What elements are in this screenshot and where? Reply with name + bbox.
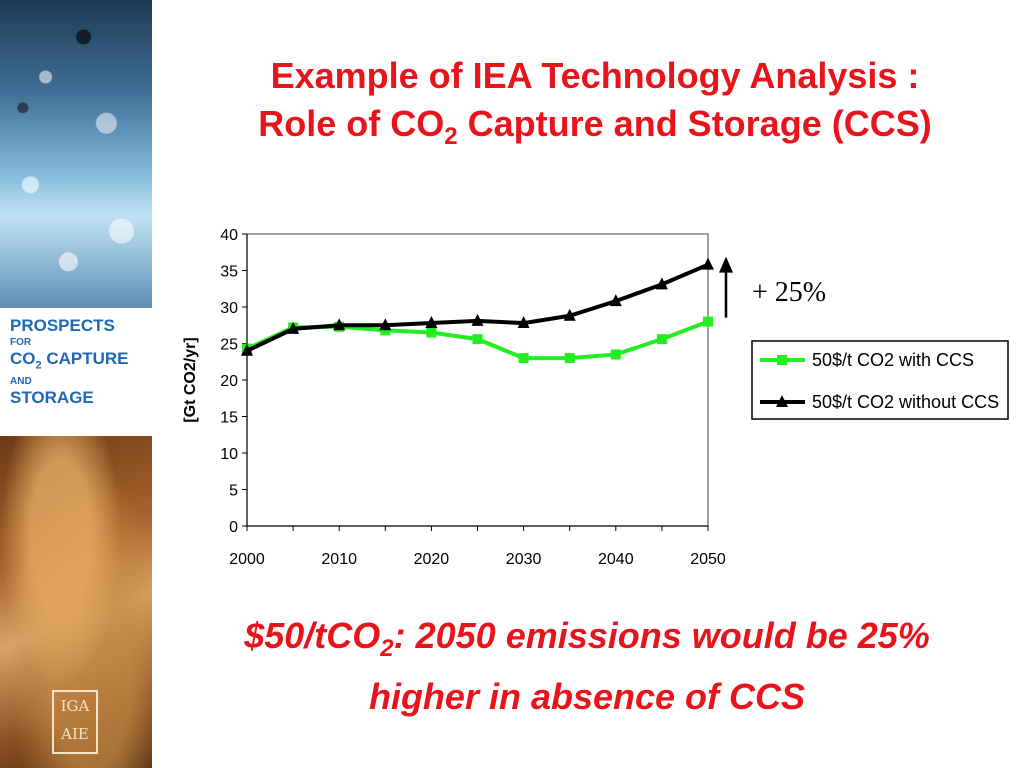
x-tick-label: 2040 [598,551,634,568]
conclusion-sub: 2 [380,635,394,663]
legend [751,340,1009,420]
sidebar-prospects: PROSPECTS [10,316,115,335]
conclusion-line1: $50/tCO2: 2050 emissions would be 25% [150,612,1024,673]
sidebar-co2-capture: CO2 CAPTURE [10,349,129,375]
data-point-without-ccs [241,343,253,356]
y-tick-label: 5 [229,483,238,500]
y-tick-label: 30 [220,300,238,317]
conclusion-post: : 2050 emissions would be 25% [393,615,930,656]
legend-label: 50$/t CO2 without CCS [812,392,999,412]
data-point-without-ccs [609,294,622,307]
x-tick-label: 2020 [414,551,450,568]
sidebar-storage: STORAGE [10,388,94,408]
data-point-with-ccs [703,316,713,327]
data-point-with-ccs [426,327,437,338]
y-tick-label: 15 [220,410,238,427]
plot-area [246,233,709,527]
x-tick-label: 2050 [690,551,726,568]
slide-title: Example of IEA Technology Analysis : Rol… [170,52,1020,161]
data-point-without-ccs [287,321,300,334]
legend-swatch-marker [776,395,788,407]
legend-label: 50$/t CO2 with CCS [812,350,974,370]
data-point-without-ccs [471,313,484,326]
y-tick-label: 40 [220,227,238,244]
rock-texture-image [0,436,152,768]
y-tick-label: 20 [220,373,238,390]
data-point-with-ccs [564,353,575,364]
y-tick-label: 0 [229,519,238,536]
data-point-without-ccs [517,316,530,329]
y-axis-label: [Gt CO2/yr] [182,337,199,422]
data-point-without-ccs [702,257,714,270]
iea-logo: IGA AIE [52,690,98,754]
logo-line1: IGA [60,697,90,715]
sidebar-for: FOR [10,337,32,348]
conclusion-pre: $50/tCO [244,615,381,656]
sidebar-and: AND [10,376,32,388]
y-tick-label: 10 [220,446,238,463]
data-point-without-ccs [655,277,668,290]
conclusion-text: $50/tCO2: 2050 emissions would be 25% hi… [150,612,1024,721]
sidebar-co-sub: 2 [35,359,42,372]
x-tick-label: 2030 [506,551,542,568]
data-point-without-ccs [379,318,392,331]
emissions-chart: 0 5 10 15 20 25 30 35 40 2000 2010 2020 2030 2040 2050… [182,227,1009,568]
data-point-with-ccs [518,353,529,364]
y-tick-label: 25 [220,337,238,354]
data-point-with-ccs [656,334,667,345]
data-point-with-ccs [380,325,391,336]
legend-swatch-marker [777,355,787,365]
title-line2: Role of CO2 Capture and Storage (CCS) [170,100,1020,161]
x-tick-label: 2010 [321,551,357,568]
sidebar-capture: CAPTURE [41,349,129,368]
conclusion-line2: higher in absence of CCS [368,676,806,718]
title-line2-pre: Role of CO [258,103,445,144]
data-point-without-ccs [563,308,576,321]
sidebar-co: CO [10,349,36,368]
data-point-with-ccs [472,334,483,345]
data-point-without-ccs [425,316,438,329]
x-tick-label: 2000 [229,551,265,568]
sidebar-brand-text: PROSPECTS FOR CO2 CAPTURE AND STORAGE [10,316,129,408]
data-point-without-ccs [333,318,346,331]
arrow-head [719,256,733,273]
title-line1: Example of IEA Technology Analysis : [270,55,920,96]
data-point-with-ccs [610,349,621,360]
increase-annotation: + 25% [752,277,826,308]
title-line2-post: Capture and Storage (CCS) [457,103,932,144]
y-tick-label: 35 [220,264,238,281]
bubbles-image [0,0,152,308]
sidebar-white-panel [0,308,152,436]
title-line2-sub: 2 [444,123,458,151]
logo-line2: AIE [61,725,89,743]
